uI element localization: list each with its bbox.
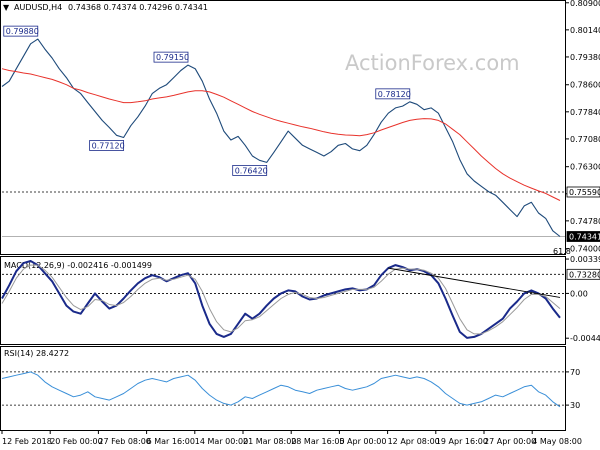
level-label: 0.75590 [569,188,600,197]
price-annotation-box [153,51,189,63]
y-tick-label: -0.004427 [570,334,600,343]
level-label-box [566,186,600,198]
price-annotation-box [232,165,268,176]
price-annotation: 0.78120 [378,90,411,99]
y-tick-label: 0.74780 [570,217,600,226]
level-label-box [566,268,600,280]
x-tick-label: 14 Mar 00:00 [195,437,248,446]
price-annotation: 0.76420 [235,166,268,175]
y-tick-label: 30 [570,401,580,410]
x-tick-label: 6 Mar 16:00 [147,437,195,446]
price-annotation-box [3,25,39,37]
y-tick-label: 0.80140 [570,26,600,35]
fib-level-label: 61.8 [553,247,571,256]
y-tick-label: 0.80900 [570,0,600,8]
rsi-line [1,371,561,408]
y-tick-label: 0.00 [570,289,588,298]
price-annotation: 0.77120 [92,141,125,150]
rsi-header: RSI(14) 28.4272 [4,349,69,358]
x-tick-label: 27 Apr 00:00 [484,437,536,446]
price-annotation-box [375,88,411,100]
rsi-panel-frame [0,346,566,431]
price-line [1,38,561,237]
y-tick-label: 0.77840 [570,108,600,117]
moving-average-line [1,68,561,201]
rsi-plot [1,371,565,408]
price-annotation: 0.79880 [6,27,39,36]
level-label: 0.74341 [569,233,600,242]
x-tick-label: 28 Mar 16:00 [291,437,344,446]
y-tick-label: 0.76300 [570,163,600,172]
x-tick-label: 27 Feb 08:00 [98,437,150,446]
macd-trendline [388,267,561,298]
watermark: ActionForex.com [345,51,520,75]
y-tick-label: 0.74000 [570,245,600,254]
price-plot: 0.79880 0.77120 0.79150 0.76420 0.78120 [1,25,565,275]
level-label: 0.73280 [569,270,600,279]
x-tick-label: 12 Feb 2018 [2,437,52,446]
macd-line [1,260,561,339]
y-tick-label: 0.77080 [570,135,600,144]
price-annotation: 0.79150 [156,53,189,62]
x-tick-label: 19 Apr 16:00 [436,437,488,446]
x-tick-label: 12 Apr 08:00 [388,437,440,446]
x-tick-label: 21 Mar 08:00 [243,437,296,446]
price-panel-frame [0,0,566,255]
y-tick-label: 0.003398 [570,255,600,264]
x-tick-label: 20 Feb 00:00 [50,437,102,446]
price-header-ohlc: 0.74368 0.74374 0.74296 0.74341 [68,3,208,12]
level-label-box [566,231,600,242]
y-tick-label: 70 [570,368,580,377]
signal-line [1,264,561,335]
macd-plot [1,260,565,339]
macd-panel-frame [0,256,566,345]
y-tick-label: 0.79380 [570,53,600,62]
x-tick-label: 5 Apr 00:00 [339,437,386,446]
price-header-symbol: AUDUSD,H4 [14,3,62,12]
y-tick-label: 0.78600 [570,81,600,90]
price-header-arrow: ▼ [3,3,10,12]
y-axes: 0.80900 0.80140 0.79380 0.78600 0.77840 0.770… [565,0,600,410]
price-annotation-box [89,140,125,151]
macd-header: MACD(12,26,9) -0.002416 -0.001499 [4,261,152,270]
x-tick-label: 4 May 08:00 [532,437,582,446]
